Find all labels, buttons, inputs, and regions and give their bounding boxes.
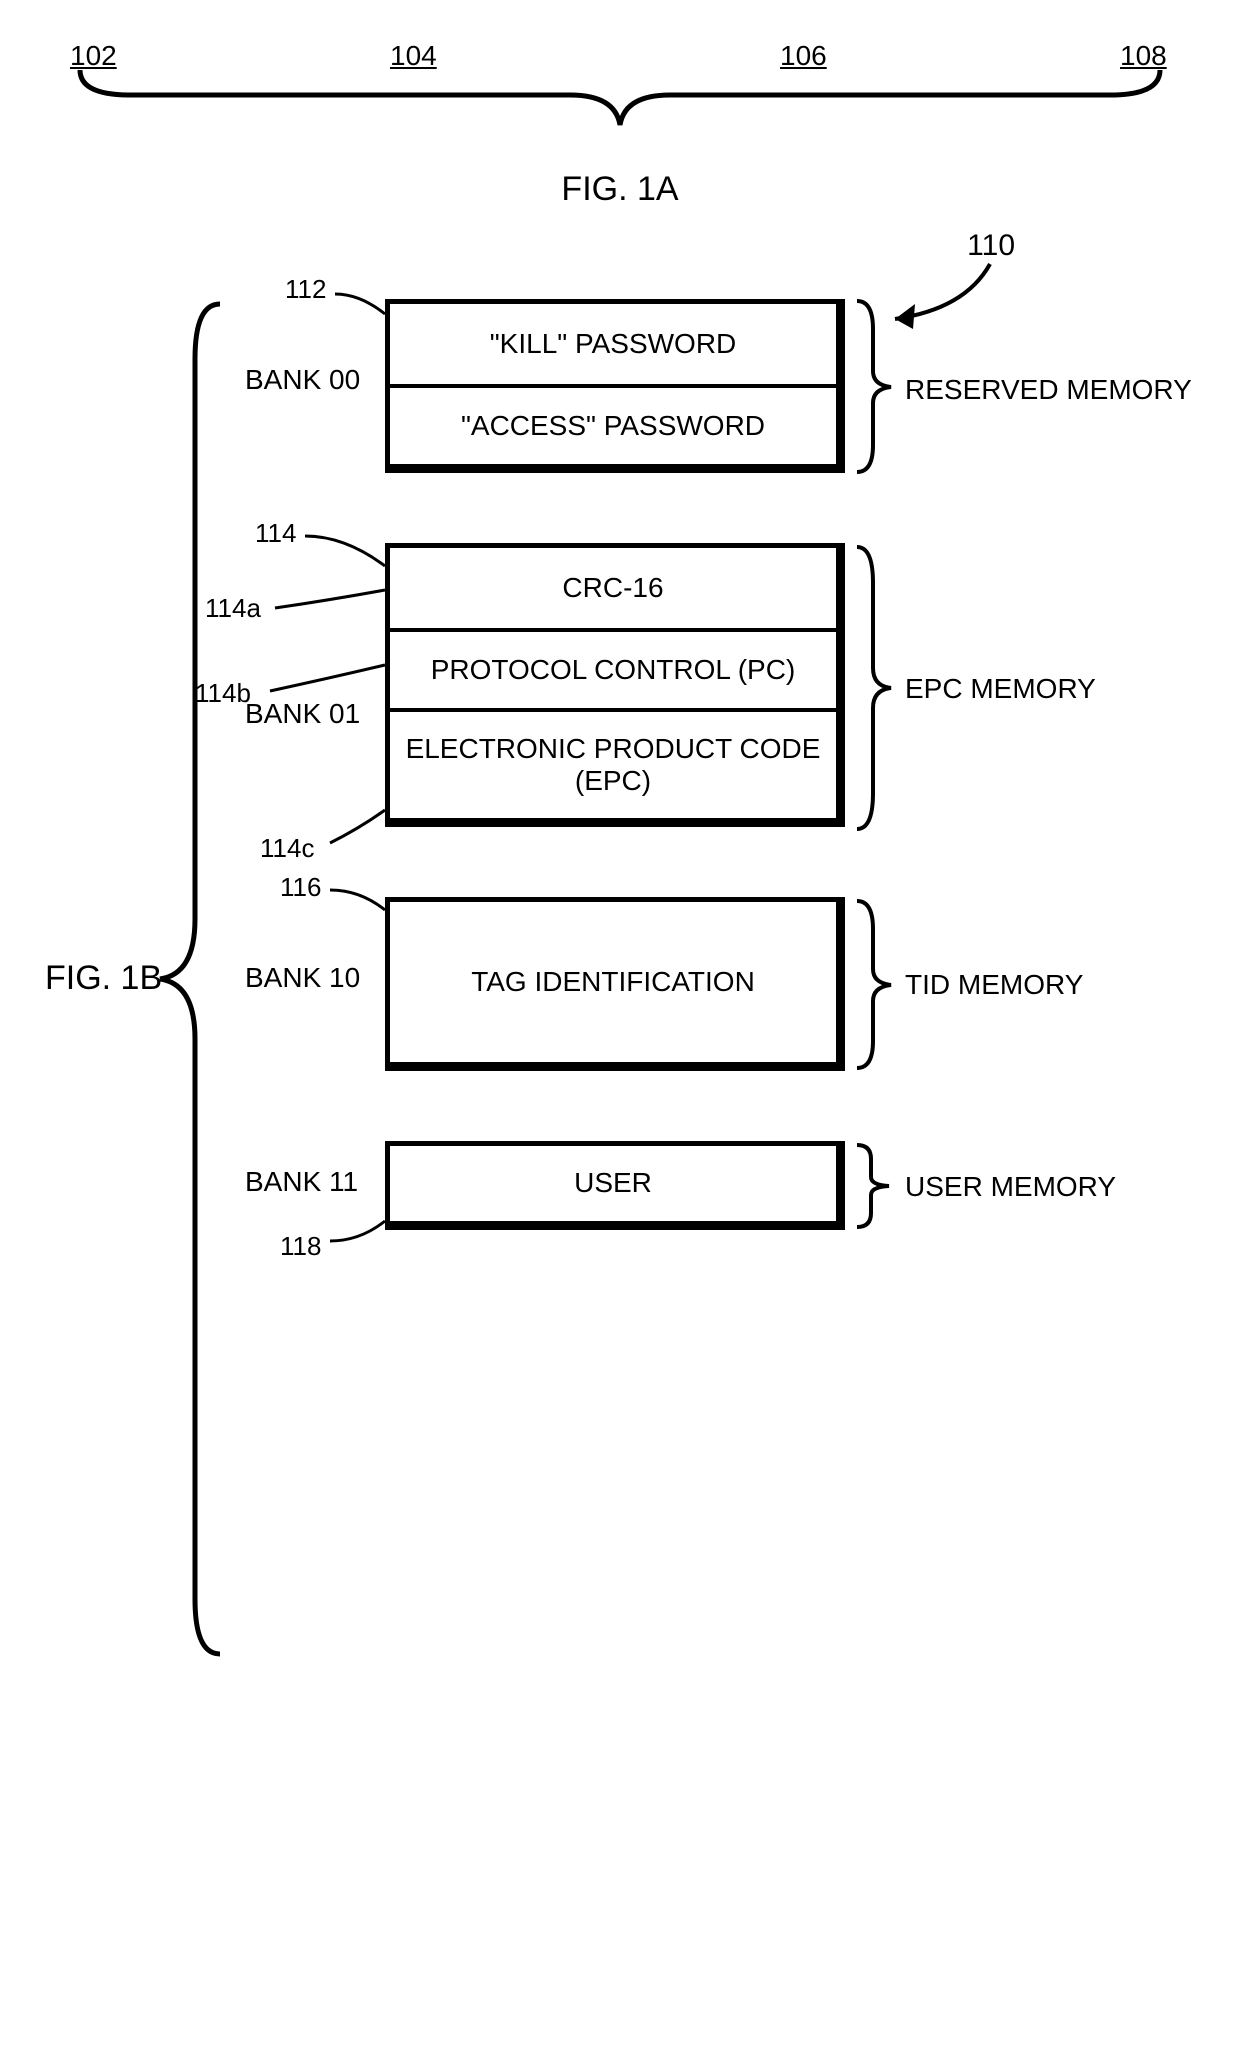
bank-10-label: BANK 10	[245, 962, 360, 994]
ref-112: 112	[285, 274, 326, 305]
row-tid: TAG IDENTIFICATION	[390, 902, 836, 1062]
ref-110: 110	[967, 229, 1015, 263]
brace-user	[855, 1141, 895, 1231]
ref-114b: 114b	[195, 678, 251, 709]
caption-tid: TID MEMORY	[905, 969, 1083, 1001]
row-user: USER	[390, 1146, 836, 1221]
bank-00-group: 112 BANK 00 "KILL" PASSWORD "ACCESS" PAS…	[245, 259, 1025, 473]
ref-106: 106	[780, 40, 827, 72]
bank-00-table: "KILL" PASSWORD "ACCESS" PASSWORD	[385, 299, 845, 473]
ref-118: 118	[280, 1231, 321, 1262]
caption-reserved: RESERVED MEMORY	[905, 374, 1192, 406]
banks-column: 112 BANK 00 "KILL" PASSWORD "ACCESS" PAS…	[245, 259, 1025, 1230]
fig1b-brace	[155, 299, 225, 1659]
fig1b-label: FIG. 1B	[45, 959, 162, 998]
bank-01-group: 114 114a 114b BANK 01 114c CRC-16 PROTOC…	[245, 543, 1025, 827]
row-protocol-control: PROTOCOL CONTROL (PC)	[390, 628, 836, 708]
ref-104: 104	[390, 40, 437, 72]
bank-00-label: BANK 00	[245, 364, 360, 396]
leader-114b	[270, 663, 390, 698]
brace-reserved	[855, 299, 895, 474]
row-crc16: CRC-16	[390, 548, 836, 628]
fig1a-label: FIG. 1A	[40, 170, 1200, 209]
bank-01-table: CRC-16 PROTOCOL CONTROL (PC) ELECTRONIC …	[385, 543, 845, 827]
ref-114a: 114a	[205, 593, 261, 624]
leader-118	[330, 1216, 390, 1246]
brace-tid	[855, 897, 895, 1072]
bank-10-table: TAG IDENTIFICATION	[385, 897, 845, 1071]
ref-108: 108	[1120, 40, 1167, 72]
ref-114: 114	[255, 518, 296, 549]
bank-11-table: USER	[385, 1141, 845, 1230]
caption-epc: EPC MEMORY	[905, 673, 1096, 705]
brace-epc	[855, 543, 895, 833]
bank-11-group: BANK 11 USER 118 USER MEMORY	[245, 1141, 1025, 1230]
leader-114c	[330, 808, 390, 848]
bank-01-label: BANK 01	[245, 698, 360, 730]
fig1a-refs: 102 104 106 108	[70, 40, 1170, 160]
bank-10-group: 116 BANK 10 TAG IDENTIFICATION TID MEMOR…	[245, 897, 1025, 1071]
row-kill-password: "KILL" PASSWORD	[390, 304, 836, 384]
leader-112	[335, 289, 390, 319]
ref-114c: 114c	[260, 833, 314, 864]
fig1b: FIG. 1B 110 112 BANK 00 "KILL" PASSWORD …	[45, 259, 1195, 1709]
ref-116: 116	[280, 872, 321, 903]
ref-102: 102	[70, 40, 117, 72]
fig1a-brace	[70, 70, 1170, 130]
row-epc: ELECTRONIC PRODUCT CODE (EPC)	[390, 708, 836, 818]
row-access-password: "ACCESS" PASSWORD	[390, 384, 836, 464]
bank-11-label: BANK 11	[245, 1166, 358, 1198]
caption-user: USER MEMORY	[905, 1171, 1116, 1203]
leader-114	[305, 531, 390, 571]
leader-116	[330, 885, 390, 915]
leader-114a	[275, 588, 390, 618]
